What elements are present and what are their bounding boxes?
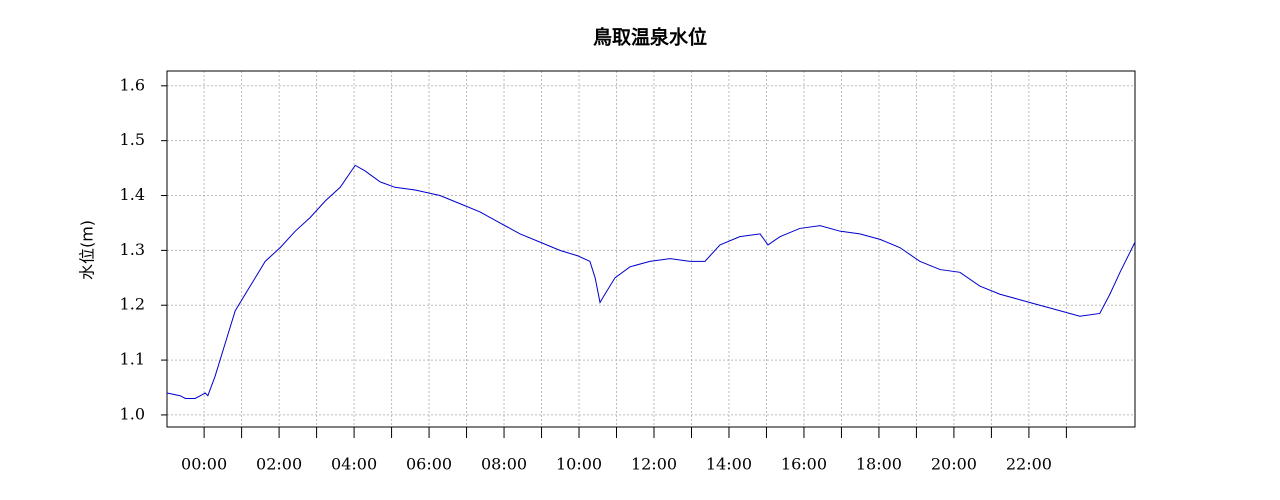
y-axis-label: 水位(m) bbox=[78, 220, 97, 280]
x-tick-label: 20:00 bbox=[931, 455, 977, 474]
x-tick-label: 22:00 bbox=[1006, 455, 1052, 474]
x-tick-label: 12:00 bbox=[631, 455, 677, 474]
x-tick-label: 16:00 bbox=[781, 455, 827, 474]
y-tick-label: 1.6 bbox=[120, 75, 145, 94]
x-tick-label: 10:00 bbox=[556, 455, 602, 474]
data-line bbox=[166, 164, 1136, 399]
y-tick-label: 1.4 bbox=[120, 185, 145, 204]
x-tick-label: 18:00 bbox=[856, 455, 902, 474]
y-tick-label: 1.3 bbox=[120, 240, 145, 259]
plot-frame bbox=[166, 70, 1136, 428]
x-tick-label: 02:00 bbox=[256, 455, 302, 474]
y-tick-label: 1.0 bbox=[120, 404, 145, 423]
y-tick-label: 1.2 bbox=[120, 295, 145, 314]
x-tick-label: 08:00 bbox=[481, 455, 527, 474]
chart-title: 鳥取温泉水位 bbox=[593, 26, 707, 49]
y-tick-label: 1.5 bbox=[120, 130, 145, 149]
x-tick-label: 14:00 bbox=[706, 455, 752, 474]
y-tick-label: 1.1 bbox=[120, 350, 145, 369]
x-tick-label: 06:00 bbox=[406, 455, 452, 474]
x-tick-label: 00:00 bbox=[181, 455, 227, 474]
x-tick-label: 04:00 bbox=[331, 455, 377, 474]
